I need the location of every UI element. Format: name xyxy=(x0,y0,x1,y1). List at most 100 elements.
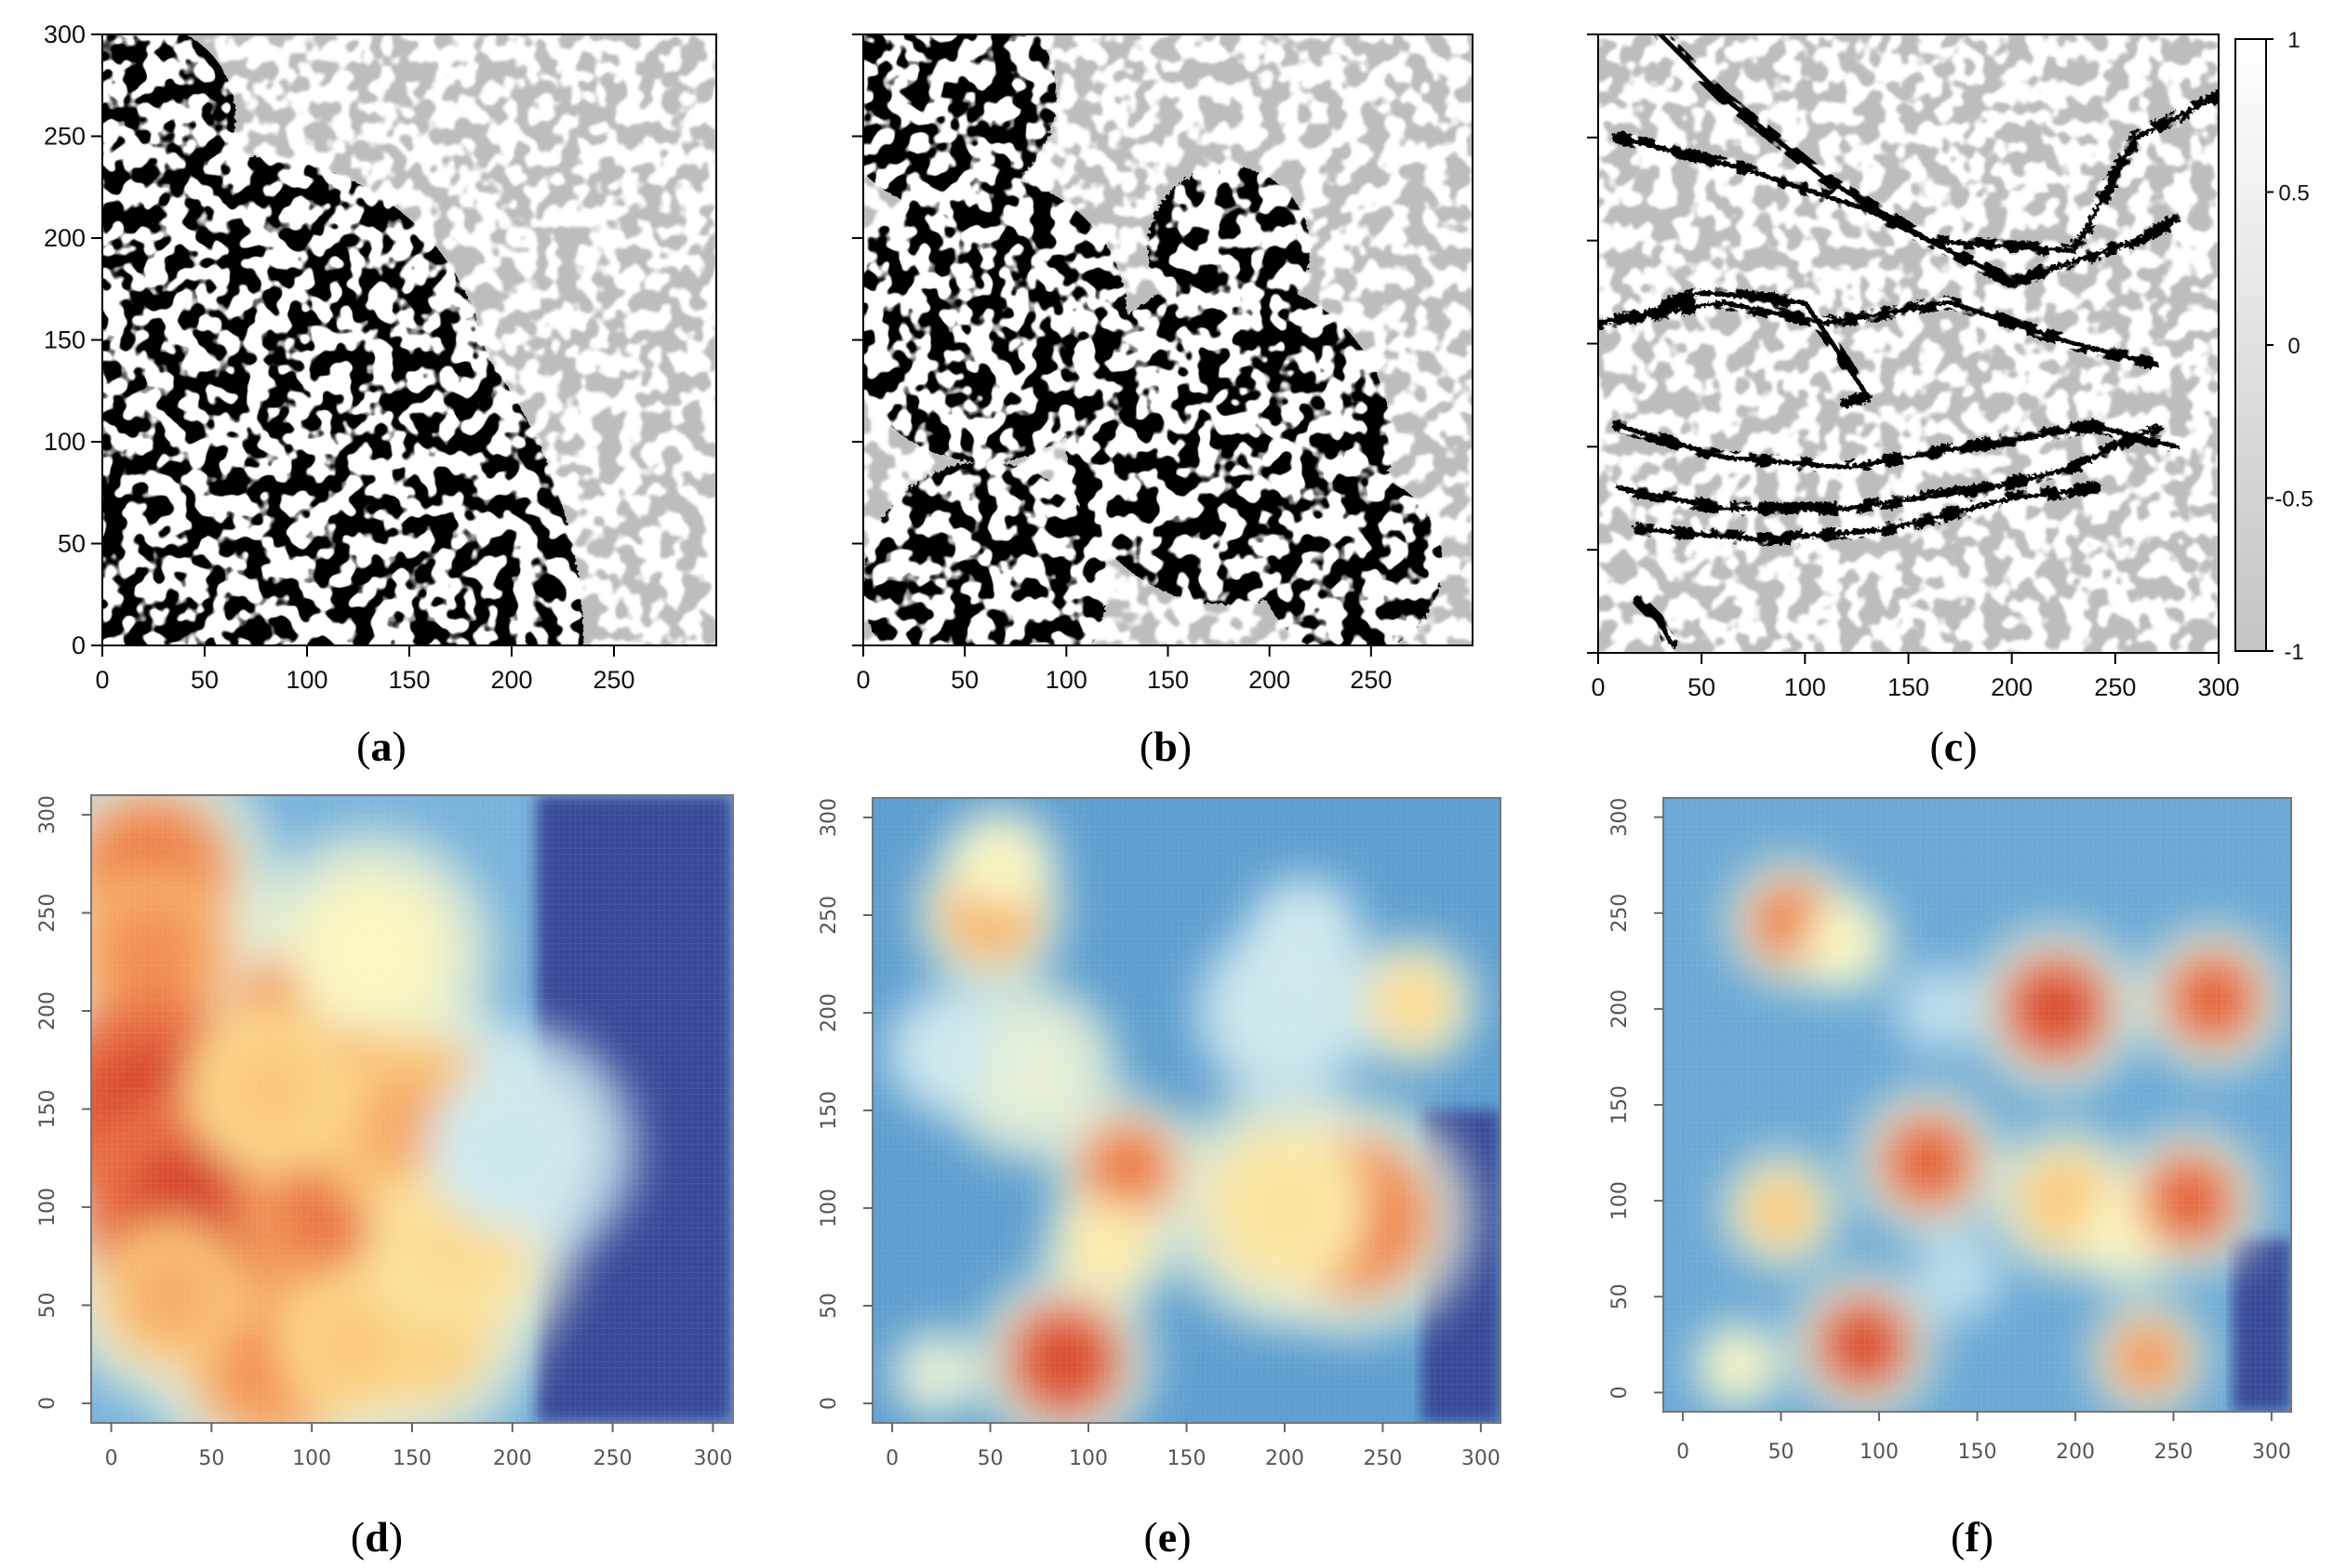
pixel-grid xyxy=(91,795,733,1423)
x-tick-label: 250 xyxy=(593,1447,633,1470)
y-tick-label: 250 xyxy=(818,896,841,935)
y-tick-label: 50 xyxy=(1608,1283,1632,1309)
x-tick-label: 50 xyxy=(978,1447,1004,1470)
x-tick-label: 50 xyxy=(1768,1441,1794,1464)
plot-area xyxy=(1663,798,2291,1412)
dark-filament xyxy=(1598,299,2159,367)
x-tick-label: 300 xyxy=(693,1447,732,1470)
x-tick-label: 0 xyxy=(1676,1441,1689,1464)
y-tick-label: 50 xyxy=(58,530,86,558)
x-tick-label: 300 xyxy=(2252,1441,2291,1464)
x-tick-label: 200 xyxy=(1991,673,2033,701)
x-tick-label: 150 xyxy=(1147,666,1189,694)
x-tick-label: 100 xyxy=(1860,1441,1899,1464)
y-tick-label: 200 xyxy=(1608,990,1632,1029)
x-tick-label: 0 xyxy=(105,1447,118,1470)
panel-c: 0 50 100 150 200 250 300 1 0.5 0 -0.5 -1 (c) xyxy=(1587,28,2314,770)
panel-label: (b) xyxy=(1140,723,1192,770)
y-tick-label: 300 xyxy=(44,20,86,48)
x-tick-label: 200 xyxy=(1265,1447,1304,1470)
y-tick-label: 0 xyxy=(72,631,86,659)
y-tick-label: 250 xyxy=(36,894,60,933)
x-tick-label: 150 xyxy=(393,1447,432,1470)
x-tick-label: 200 xyxy=(490,666,532,694)
y-tick-label: 150 xyxy=(1608,1085,1632,1124)
x-tick-label: 100 xyxy=(1784,673,1826,701)
y-tick-label: 200 xyxy=(36,991,60,1030)
x-tick-label: 150 xyxy=(388,666,430,694)
panel-label: (f) xyxy=(1951,1513,1994,1561)
x-tick-label: 100 xyxy=(286,666,327,694)
colorbar-tick-label: 0 xyxy=(2287,334,2300,359)
y-tick-label: 300 xyxy=(818,798,841,837)
y-tick-label: 100 xyxy=(818,1189,841,1228)
x-tick-label: 250 xyxy=(2094,673,2136,701)
panel-d: 0 50 100 150 200 250 300 0 50 100 150 200 250 300 (d) xyxy=(36,794,734,1561)
x-tick-label: 50 xyxy=(191,666,219,694)
y-tick-label: 0 xyxy=(1608,1386,1632,1399)
plot-area xyxy=(863,34,1473,645)
x-tick-label: 150 xyxy=(1958,1441,1997,1464)
plot-area xyxy=(91,795,733,1423)
dark-region xyxy=(102,34,716,645)
dark-region xyxy=(863,34,1473,645)
pixel-grid xyxy=(1663,798,2291,1412)
y-tick-label: 150 xyxy=(44,326,86,354)
x-tick-label: 0 xyxy=(1591,673,1605,701)
panel-label: (d) xyxy=(351,1513,403,1561)
light-stripes xyxy=(863,34,1473,645)
x-tick-label: 100 xyxy=(1069,1447,1108,1470)
x-tick-label: 250 xyxy=(1350,666,1392,694)
y-tick-label: 100 xyxy=(1608,1181,1632,1220)
dark-filament xyxy=(1616,423,2180,470)
plot-area xyxy=(102,34,716,645)
y-tick-label: 250 xyxy=(1608,894,1632,933)
y-tick-label: 100 xyxy=(36,1188,60,1227)
panel-label: (a) xyxy=(356,723,407,770)
colorbar xyxy=(2234,38,2267,652)
panel-e: 0 50 100 150 200 250 300 0 50 100 150 200 250 300 (e) xyxy=(818,797,1501,1561)
x-tick-label: 250 xyxy=(593,666,634,694)
plot-area xyxy=(1598,34,2219,653)
x-tick-label: 0 xyxy=(886,1447,899,1470)
dark-filament xyxy=(1616,289,1870,408)
dark-region xyxy=(1598,34,2219,653)
x-tick-label: 150 xyxy=(1887,673,1929,701)
x-tick-label: 0 xyxy=(856,666,870,694)
panel-f: 0 50 100 150 200 250 300 0 50 100 150 200 250 300 (f) xyxy=(1608,797,2292,1561)
y-tick-label: 100 xyxy=(44,428,86,456)
y-tick-label: 150 xyxy=(36,1090,60,1129)
y-tick-label: 150 xyxy=(818,1091,841,1130)
dark-filament xyxy=(1616,135,2180,285)
x-tick-label: 50 xyxy=(951,666,979,694)
colorbar-tick-label: 1 xyxy=(2287,28,2300,53)
x-tick-label: 50 xyxy=(1687,673,1715,701)
dark-filament xyxy=(1637,599,1674,645)
x-tick-label: 100 xyxy=(292,1447,331,1470)
y-tick-label: 0 xyxy=(818,1397,841,1410)
colorbar-tick-label: -1 xyxy=(2284,640,2303,665)
x-tick-label: 200 xyxy=(1248,666,1290,694)
pixel-grid xyxy=(873,798,1500,1423)
x-tick-label: 200 xyxy=(493,1447,532,1470)
y-tick-label: 50 xyxy=(818,1293,841,1319)
panel-b: 0 50 100 150 200 250 (b) xyxy=(852,33,1474,770)
y-tick-label: 50 xyxy=(36,1292,60,1318)
panel-label: (e) xyxy=(1143,1513,1191,1561)
light-stripes xyxy=(102,34,716,645)
y-tick-label: 200 xyxy=(818,993,841,1032)
x-tick-label: 250 xyxy=(2154,1441,2193,1464)
dark-filament xyxy=(1637,485,2098,542)
x-tick-label: 100 xyxy=(1046,666,1087,694)
x-tick-label: 50 xyxy=(198,1447,224,1470)
light-stripes xyxy=(1598,34,2219,653)
colorbar-tick-label: -0.5 xyxy=(2274,487,2313,512)
x-tick-label: 0 xyxy=(95,666,109,694)
x-tick-label: 300 xyxy=(1461,1447,1500,1470)
panel-a: 0 50 100 150 200 250 0 50 100 150 200 250 300 (a) xyxy=(44,20,717,770)
x-tick-label: 200 xyxy=(2056,1441,2095,1464)
x-tick-label: 250 xyxy=(1363,1447,1402,1470)
panel-label: (c) xyxy=(1929,723,1977,770)
y-tick-label: 300 xyxy=(1608,798,1632,837)
